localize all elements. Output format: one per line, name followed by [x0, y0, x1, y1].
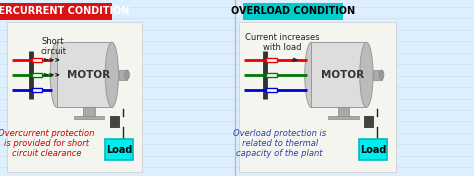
- Bar: [364, 116, 373, 127]
- Ellipse shape: [125, 70, 129, 80]
- Bar: [338, 107, 349, 117]
- Ellipse shape: [305, 42, 318, 107]
- Text: Load: Load: [106, 145, 132, 155]
- Text: OVERCURRENT CONDITION: OVERCURRENT CONDITION: [0, 7, 129, 16]
- Bar: [359, 139, 387, 160]
- Bar: [83, 107, 95, 117]
- Bar: [328, 116, 359, 119]
- Bar: [311, 42, 366, 107]
- Text: Current increases
with load: Current increases with load: [245, 33, 319, 52]
- Text: MOTOR: MOTOR: [67, 70, 109, 80]
- Ellipse shape: [379, 70, 384, 80]
- Bar: [266, 88, 277, 92]
- Bar: [239, 21, 396, 172]
- Bar: [105, 139, 133, 160]
- Text: Overcurrent protection
is provided for short
circuit clearance: Overcurrent protection is provided for s…: [0, 128, 95, 158]
- Bar: [110, 116, 118, 127]
- Text: Short
circuit: Short circuit: [40, 37, 66, 56]
- Bar: [57, 42, 112, 107]
- Bar: [32, 58, 42, 62]
- Bar: [266, 58, 277, 62]
- Bar: [243, 3, 343, 20]
- Bar: [266, 73, 277, 77]
- Text: Overload protection is
related to thermal
capacity of the plant: Overload protection is related to therma…: [233, 128, 326, 158]
- Text: MOTOR: MOTOR: [321, 70, 364, 80]
- Bar: [32, 73, 42, 77]
- Bar: [373, 70, 382, 80]
- Bar: [32, 88, 42, 92]
- Ellipse shape: [50, 42, 64, 107]
- Text: Load: Load: [360, 145, 386, 155]
- Text: OVERLOAD CONDITION: OVERLOAD CONDITION: [231, 7, 355, 16]
- Ellipse shape: [360, 42, 373, 107]
- Bar: [118, 70, 127, 80]
- Ellipse shape: [105, 42, 118, 107]
- Bar: [7, 21, 142, 172]
- Bar: [74, 116, 104, 119]
- Bar: [0, 3, 112, 20]
